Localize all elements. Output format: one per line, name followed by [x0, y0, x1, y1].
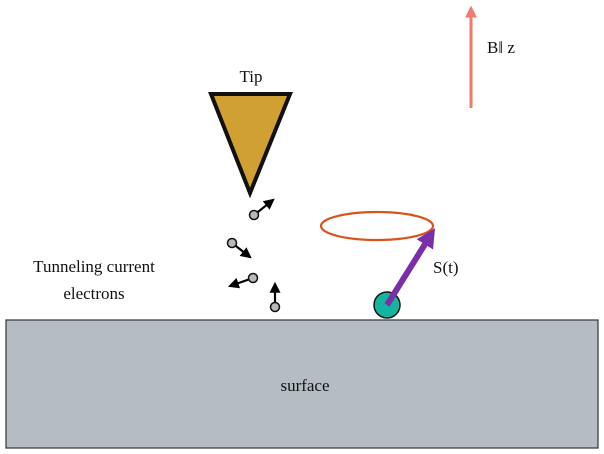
electron — [248, 198, 275, 221]
tunneling-label-line1: Tunneling current — [33, 257, 155, 276]
electron — [227, 272, 259, 289]
tip — [208, 92, 293, 199]
surface-label: surface — [280, 376, 329, 395]
electron — [269, 281, 281, 313]
spin-arrow — [384, 228, 436, 307]
tunneling-label-line2: electrons — [63, 284, 124, 303]
field-label: B‖ z — [487, 38, 515, 57]
surface-block — [5, 319, 599, 449]
tip-label: Tip — [239, 67, 262, 86]
tunneling-electrons — [226, 198, 281, 313]
precession-orbit — [319, 210, 435, 242]
spin-label: S(t) — [433, 258, 459, 277]
electron — [226, 237, 252, 259]
